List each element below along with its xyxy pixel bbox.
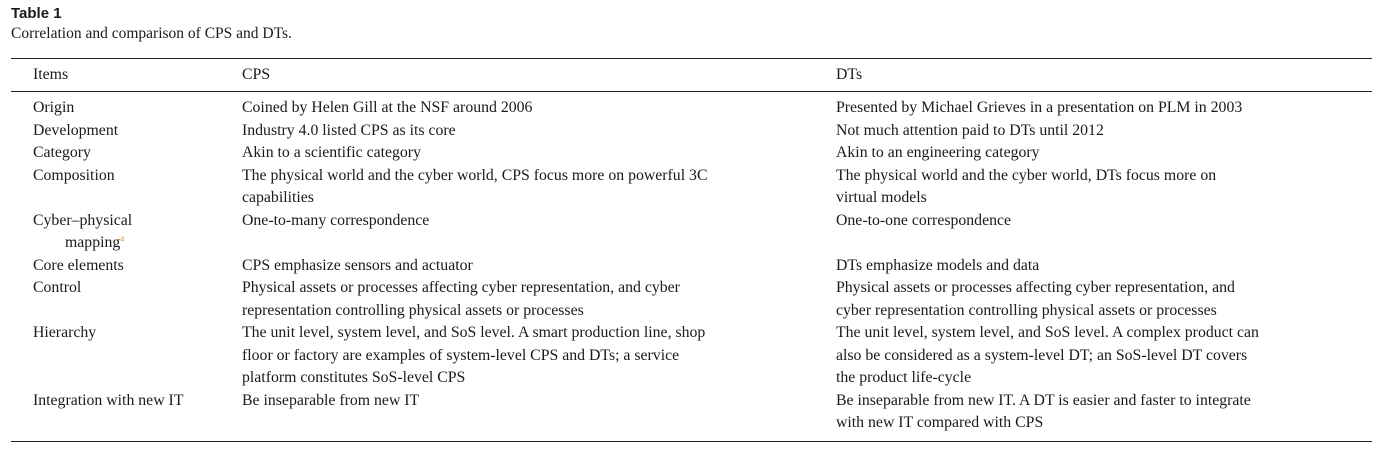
table-label: Table 1 <box>11 5 62 22</box>
row-item: Origin <box>33 99 75 116</box>
row-dts: DTs emphasize models and data <box>836 256 1040 274</box>
header-dts: DTs <box>836 66 863 83</box>
row-item: Control <box>33 279 82 296</box>
row-item: Development <box>33 121 119 139</box>
row-item: Composition <box>33 166 115 184</box>
row-cps: Akin to a scientific category <box>242 144 421 161</box>
table-caption: Correlation and comparison of CPS and DT… <box>11 25 292 42</box>
bottom-rule <box>11 441 1372 442</box>
top-rule <box>11 58 1372 59</box>
row-dts: Presented by Michael Grieves in a presen… <box>836 99 1243 116</box>
row-cps: Physical assets or processes affecting c… <box>242 279 680 319</box>
row-dts: Akin to an engineering category <box>836 144 1040 161</box>
row-item: Category <box>33 144 91 161</box>
header-items: Items <box>33 66 69 83</box>
row-dts: Physical assets or processes affecting c… <box>836 279 1235 319</box>
row-dts: The unit level, system level, and SoS le… <box>836 324 1259 386</box>
row-item: Integration with new IT <box>33 391 184 409</box>
row-cps: One-to-many correspondence <box>242 211 430 229</box>
row-dts: One-to-one correspondence <box>836 211 1011 229</box>
row-dts: Be inseparable from new IT. A DT is easi… <box>836 391 1251 432</box>
footnote-marker[interactable]: a <box>120 233 125 243</box>
row-cps: Industry 4.0 listed CPS as its core <box>242 121 456 139</box>
row-cps: Coined by Helen Gill at the NSF around 2… <box>242 99 533 116</box>
row-cps: The physical world and the cyber world, … <box>242 166 708 207</box>
row-cps: CPS emphasize sensors and actuator <box>242 256 473 274</box>
header-rule <box>11 91 1372 92</box>
row-dts: The physical world and the cyber world, … <box>836 166 1217 207</box>
row-dts: Not much attention paid to DTs until 201… <box>836 121 1104 139</box>
row-item: Hierarchy <box>33 324 97 341</box>
row-item: Cyber–physical mappinga <box>33 211 133 252</box>
row-item: Core elements <box>33 256 124 274</box>
row-cps: Be inseparable from new IT <box>242 391 420 409</box>
header-cps: CPS <box>242 66 271 83</box>
row-cps: The unit level, system level, and SoS le… <box>242 324 706 386</box>
